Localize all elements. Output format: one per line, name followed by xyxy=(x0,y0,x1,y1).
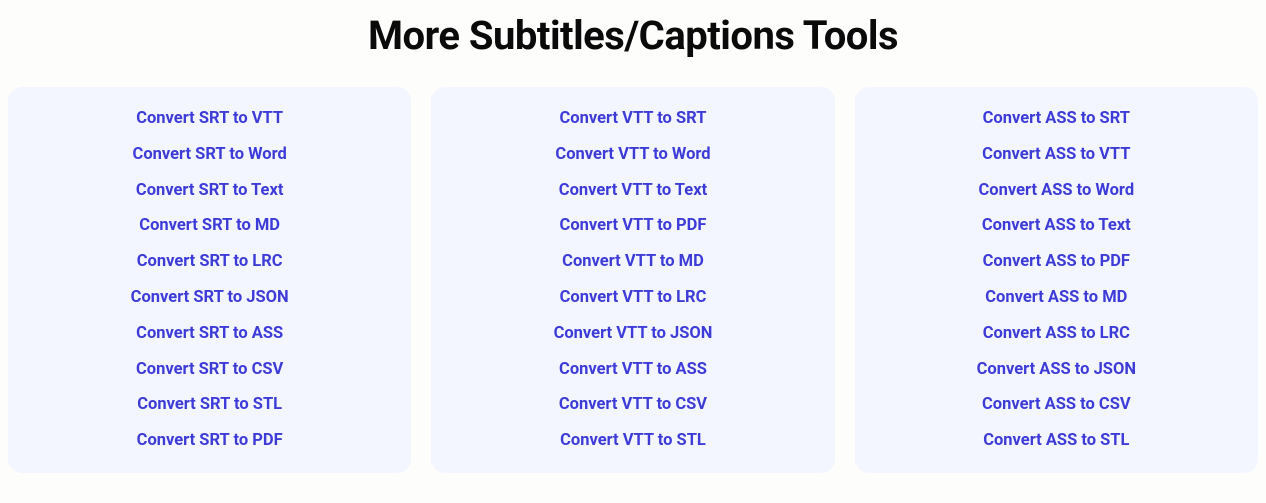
tool-link[interactable]: Convert SRT to CSV xyxy=(136,360,283,380)
tool-link[interactable]: Convert ASS to MD xyxy=(985,288,1127,308)
tool-link[interactable]: Convert SRT to ASS xyxy=(136,324,283,344)
tool-link[interactable]: Convert ASS to STL xyxy=(983,431,1129,451)
tool-link[interactable]: Convert SRT to Word xyxy=(133,145,287,165)
tool-link[interactable]: Convert ASS to Text xyxy=(982,216,1131,236)
tool-link[interactable]: Convert VTT to ASS xyxy=(559,360,707,380)
tool-link[interactable]: Convert VTT to PDF xyxy=(560,216,707,236)
tool-link[interactable]: Convert ASS to VTT xyxy=(982,145,1130,165)
tool-link[interactable]: Convert VTT to MD xyxy=(562,252,704,272)
tools-card-ass: Convert ASS to SRT Convert ASS to VTT Co… xyxy=(855,87,1258,473)
tool-link[interactable]: Convert SRT to LRC xyxy=(137,252,283,272)
tool-link[interactable]: Convert SRT to STL xyxy=(137,395,282,415)
tool-link[interactable]: Convert ASS to LRC xyxy=(983,324,1130,344)
page-title: More Subtitles/Captions Tools xyxy=(8,12,1258,59)
tool-link[interactable]: Convert VTT to LRC xyxy=(560,288,707,308)
tool-link[interactable]: Convert ASS to CSV xyxy=(982,395,1131,415)
tool-link[interactable]: Convert VTT to Word xyxy=(555,145,710,165)
tool-link[interactable]: Convert ASS to SRT xyxy=(983,109,1130,129)
tool-link[interactable]: Convert SRT to VTT xyxy=(136,109,283,129)
tools-columns: Convert SRT to VTT Convert SRT to Word C… xyxy=(8,87,1258,473)
tool-link[interactable]: Convert VTT to Text xyxy=(559,181,707,201)
tool-link[interactable]: Convert SRT to Text xyxy=(136,181,284,201)
tool-link[interactable]: Convert SRT to PDF xyxy=(137,431,283,451)
tool-link[interactable]: Convert ASS to PDF xyxy=(983,252,1130,272)
tool-link[interactable]: Convert VTT to SRT xyxy=(560,109,707,129)
tool-link[interactable]: Convert ASS to Word xyxy=(979,181,1135,201)
tools-card-vtt: Convert VTT to SRT Convert VTT to Word C… xyxy=(431,87,834,473)
tool-link[interactable]: Convert VTT to CSV xyxy=(559,395,707,415)
tool-link[interactable]: Convert VTT to JSON xyxy=(554,324,713,344)
tool-link[interactable]: Convert SRT to JSON xyxy=(131,288,289,308)
tool-link[interactable]: Convert ASS to JSON xyxy=(977,360,1136,380)
tool-link[interactable]: Convert VTT to STL xyxy=(560,431,706,451)
tools-card-srt: Convert SRT to VTT Convert SRT to Word C… xyxy=(8,87,411,473)
tool-link[interactable]: Convert SRT to MD xyxy=(139,216,280,236)
